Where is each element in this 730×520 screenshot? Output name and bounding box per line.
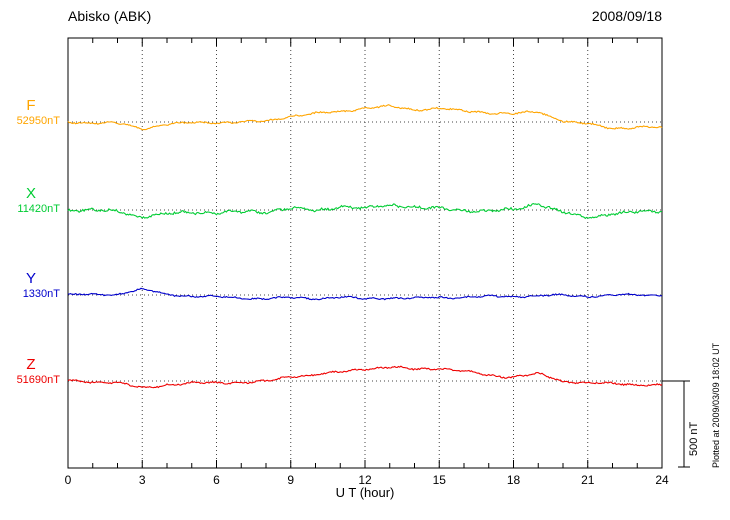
x-axis-label: U T (hour) [335, 485, 395, 500]
svg-text:21: 21 [581, 473, 595, 487]
series-name-x: X [25, 185, 36, 202]
series-label-block-f: F 52950nT [0, 97, 62, 128]
svg-text:12: 12 [358, 473, 372, 487]
svg-text:0: 0 [65, 473, 72, 487]
series-name-y: Y [25, 270, 36, 287]
svg-text:6: 6 [213, 473, 220, 487]
svg-text:18: 18 [507, 473, 521, 487]
series-baseline-y: 1330nT [22, 288, 60, 300]
series-baseline-x: 11420nT [17, 203, 60, 215]
station-title: Abisko (ABK) [68, 8, 152, 24]
series-name-f: F [26, 97, 36, 114]
scalebar-label: 500 nT [688, 421, 700, 456]
svg-text:15: 15 [433, 473, 447, 487]
series-label-block-y: Y 1330nT [0, 270, 62, 301]
svg-text:3: 3 [139, 473, 146, 487]
svg-text:24: 24 [655, 473, 669, 487]
series-baseline-f: 52950nT [16, 115, 60, 127]
series-baseline-z: 51690nT [16, 374, 60, 386]
series-label-block-x: X 11420nT [0, 185, 62, 216]
svg-text:9: 9 [287, 473, 294, 487]
plotted-at-note: Plotted at 2009/03/09 18:02 UT [711, 342, 721, 468]
series-name-z: Z [26, 356, 36, 373]
date-label: 2008/09/18 [591, 8, 662, 24]
series-label-block-z: Z 51690nT [0, 356, 62, 387]
